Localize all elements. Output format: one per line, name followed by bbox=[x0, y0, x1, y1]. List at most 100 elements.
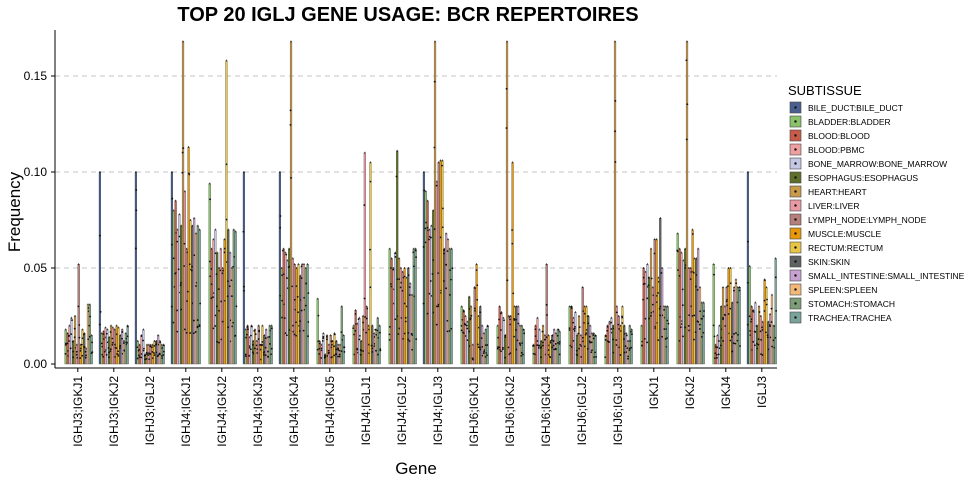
legend-label: BLOOD:BLOOD bbox=[808, 131, 870, 141]
bar bbox=[221, 267, 224, 365]
sample-point bbox=[759, 330, 762, 333]
sample-point bbox=[496, 347, 499, 350]
sample-point bbox=[358, 338, 361, 341]
sample-point bbox=[517, 322, 520, 325]
bar bbox=[685, 41, 689, 365]
bar bbox=[693, 258, 696, 365]
sample-point bbox=[650, 277, 653, 280]
sample-point bbox=[761, 326, 763, 329]
bar bbox=[441, 160, 444, 365]
sample-point bbox=[627, 355, 630, 358]
sample-point bbox=[715, 346, 717, 348]
sample-point bbox=[469, 317, 472, 320]
sample-point bbox=[630, 346, 633, 349]
sample-point bbox=[753, 330, 756, 333]
sample-point bbox=[479, 311, 482, 314]
x-tick-label: IGHJ4;IGLJ1 bbox=[359, 376, 373, 446]
sample-point bbox=[286, 277, 288, 279]
legend-dot bbox=[794, 274, 797, 277]
bar bbox=[217, 267, 221, 365]
sample-point bbox=[293, 333, 296, 336]
bar bbox=[360, 340, 363, 365]
sample-point bbox=[68, 340, 70, 342]
sample-point bbox=[588, 335, 591, 338]
bar bbox=[733, 287, 736, 365]
sample-point bbox=[81, 354, 84, 357]
bar bbox=[426, 200, 429, 365]
sample-point bbox=[765, 331, 767, 334]
bar bbox=[77, 264, 80, 365]
sample-point bbox=[138, 354, 140, 357]
sample-point bbox=[763, 310, 766, 312]
sample-point bbox=[172, 257, 175, 260]
sample-point bbox=[153, 354, 156, 357]
sample-point bbox=[199, 302, 202, 305]
bar bbox=[448, 248, 451, 365]
sample-point bbox=[435, 323, 438, 326]
bar bbox=[738, 287, 741, 365]
sample-point bbox=[557, 328, 560, 331]
sample-point bbox=[242, 285, 245, 288]
sample-point bbox=[225, 163, 228, 166]
bar bbox=[157, 335, 160, 365]
sample-point bbox=[327, 351, 330, 354]
bar bbox=[229, 252, 232, 365]
sample-point bbox=[606, 329, 609, 332]
sample-point bbox=[66, 342, 69, 345]
legend-dot bbox=[794, 134, 797, 137]
legend-label: LIVER:LIVER bbox=[808, 201, 860, 211]
sample-point bbox=[193, 254, 196, 257]
sample-point bbox=[748, 315, 751, 318]
sample-point bbox=[245, 333, 248, 336]
sample-point bbox=[170, 305, 173, 308]
sample-point bbox=[185, 331, 188, 334]
bar bbox=[443, 248, 446, 365]
sample-point bbox=[497, 336, 499, 339]
sample-point bbox=[370, 344, 373, 347]
bar bbox=[725, 287, 728, 365]
sample-point bbox=[752, 340, 755, 343]
sample-point bbox=[621, 322, 624, 324]
sample-point bbox=[136, 346, 139, 349]
sample-point bbox=[583, 312, 586, 315]
sample-point bbox=[262, 353, 265, 356]
sample-point bbox=[582, 340, 584, 343]
sample-point bbox=[626, 347, 629, 350]
bar bbox=[594, 335, 597, 365]
sample-point bbox=[395, 175, 398, 178]
bar bbox=[68, 325, 71, 365]
sample-point bbox=[695, 273, 698, 276]
sample-point bbox=[363, 204, 366, 206]
sample-point bbox=[218, 309, 220, 312]
sample-point bbox=[760, 353, 762, 356]
bar bbox=[482, 333, 486, 365]
bar bbox=[515, 306, 518, 365]
sample-point bbox=[713, 335, 716, 338]
sample-point bbox=[281, 249, 284, 252]
bar bbox=[134, 171, 138, 365]
sample-point bbox=[285, 334, 288, 337]
sample-point bbox=[534, 328, 537, 331]
sample-point bbox=[584, 333, 587, 336]
bar bbox=[471, 344, 474, 365]
bar bbox=[100, 333, 103, 365]
chart-title: TOP 20 IGLJ GENE USAGE: BCR REPERTOIRES bbox=[177, 4, 638, 26]
sample-point bbox=[509, 352, 512, 355]
bar bbox=[590, 333, 594, 365]
sample-point bbox=[325, 336, 328, 338]
sample-point bbox=[83, 333, 85, 336]
sample-point bbox=[79, 347, 82, 350]
x-tick-label: IGHJ3;IGLJ2 bbox=[143, 376, 157, 446]
sample-point bbox=[109, 348, 112, 351]
sample-point bbox=[264, 337, 267, 339]
sample-point bbox=[660, 272, 663, 274]
sample-point bbox=[183, 242, 186, 245]
sample-point bbox=[433, 80, 436, 83]
sample-point bbox=[651, 303, 654, 306]
sample-point bbox=[466, 327, 469, 330]
sample-point bbox=[774, 336, 777, 339]
sample-point bbox=[738, 286, 741, 289]
sample-point bbox=[729, 282, 732, 285]
bar bbox=[504, 335, 507, 365]
sample-point bbox=[630, 330, 632, 333]
